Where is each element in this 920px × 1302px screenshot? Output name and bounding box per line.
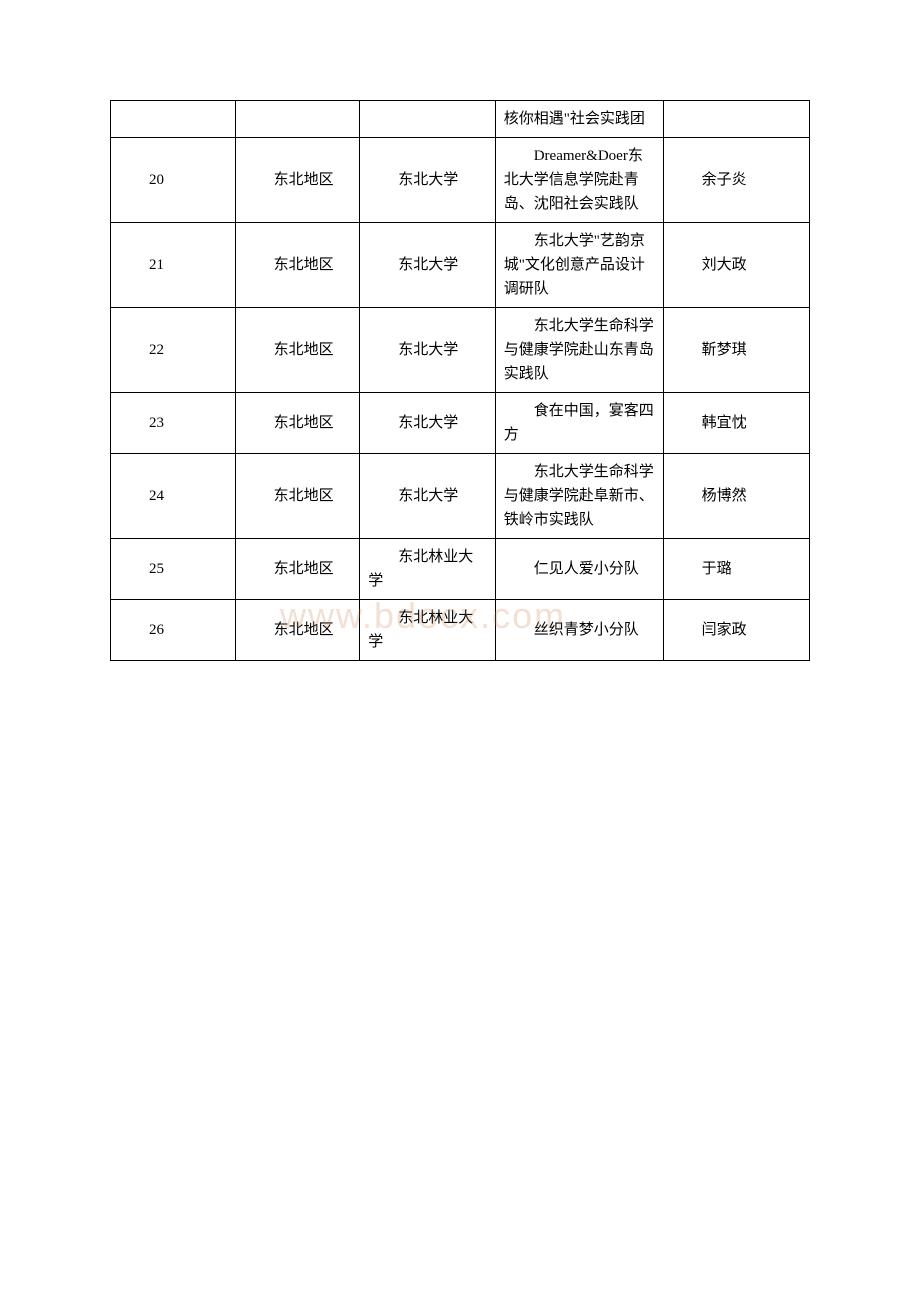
cell-region: 东北地区 [235,223,360,308]
cell-num: 20 [111,138,236,223]
cell-num: 24 [111,454,236,539]
cell-num [111,101,236,138]
cell-school: 东北大学 [360,138,495,223]
cell-team: 东北大学生命科学与健康学院赴阜新市、铁岭市实践队 [495,454,663,539]
cell-person: 闫家政 [663,600,809,661]
cell-num: 25 [111,539,236,600]
cell-person: 靳梦琪 [663,308,809,393]
cell-person: 刘大政 [663,223,809,308]
table-row: 23 东北地区 东北大学 食在中国，宴客四方 韩宜忱 [111,393,810,454]
cell-region [235,101,360,138]
cell-team: Dreamer&Doer东北大学信息学院赴青岛、沈阳社会实践队 [495,138,663,223]
table-row: 核你相遇"社会实践团 [111,101,810,138]
cell-person: 杨博然 [663,454,809,539]
cell-person: 韩宜忱 [663,393,809,454]
cell-region: 东北地区 [235,539,360,600]
data-table: 核你相遇"社会实践团 20 东北地区 东北大学 Dreamer&Doer东北大学… [110,100,810,661]
cell-school: 东北林业大学 [360,600,495,661]
cell-region: 东北地区 [235,393,360,454]
cell-school: 东北大学 [360,223,495,308]
cell-school: 东北大学 [360,454,495,539]
cell-region: 东北地区 [235,308,360,393]
table-row: 22 东北地区 东北大学 东北大学生命科学与健康学院赴山东青岛实践队 靳梦琪 [111,308,810,393]
cell-person: 于璐 [663,539,809,600]
table-row: 25 东北地区 东北林业大学 仁见人爱小分队 于璐 [111,539,810,600]
table-row: 20 东北地区 东北大学 Dreamer&Doer东北大学信息学院赴青岛、沈阳社… [111,138,810,223]
cell-num: 22 [111,308,236,393]
cell-team: 核你相遇"社会实践团 [495,101,663,138]
cell-team: 丝织青梦小分队 [495,600,663,661]
cell-team: 东北大学"艺韵京城"文化创意产品设计调研队 [495,223,663,308]
table-row: 24 东北地区 东北大学 东北大学生命科学与健康学院赴阜新市、铁岭市实践队 杨博… [111,454,810,539]
table-row: 21 东北地区 东北大学 东北大学"艺韵京城"文化创意产品设计调研队 刘大政 [111,223,810,308]
cell-team: 食在中国，宴客四方 [495,393,663,454]
table-row: 26 东北地区 东北林业大学 丝织青梦小分队 闫家政 [111,600,810,661]
cell-num: 21 [111,223,236,308]
cell-region: 东北地区 [235,138,360,223]
cell-school: 东北大学 [360,393,495,454]
cell-region: 东北地区 [235,454,360,539]
cell-person [663,101,809,138]
cell-school [360,101,495,138]
cell-person: 余子炎 [663,138,809,223]
cell-school: 东北大学 [360,308,495,393]
cell-region: 东北地区 [235,600,360,661]
cell-num: 23 [111,393,236,454]
cell-team: 仁见人爱小分队 [495,539,663,600]
cell-school: 东北林业大学 [360,539,495,600]
cell-team: 东北大学生命科学与健康学院赴山东青岛实践队 [495,308,663,393]
table-body: 核你相遇"社会实践团 20 东北地区 东北大学 Dreamer&Doer东北大学… [111,101,810,661]
cell-num: 26 [111,600,236,661]
